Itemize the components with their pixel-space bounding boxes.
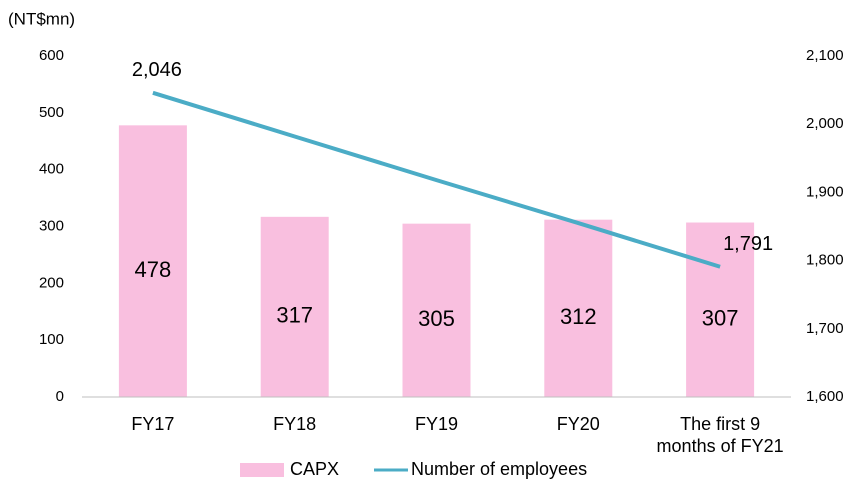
y-tick-label: 300 [39, 217, 64, 234]
x-tick-label: The first 9 months of FY21 [656, 414, 784, 456]
x-tick-label: FY17 [131, 414, 175, 434]
line-value-label: 2,046 [132, 59, 182, 81]
bar-value-label: 478 [135, 257, 172, 282]
x-tick-label: FY19 [414, 414, 459, 434]
legend-label: Number of employees [411, 459, 587, 479]
bar [118, 125, 187, 397]
y2-tick-label: 1,700 [806, 320, 844, 337]
y2-tick-label: 1,600 [806, 388, 844, 405]
bar [402, 223, 471, 397]
x-tick-label: FY20 [556, 414, 600, 434]
bar-value-label: 307 [702, 306, 739, 331]
legend-label: CAPX [290, 459, 339, 479]
y-axis-label: (NT$mn) [8, 9, 75, 28]
y2-tick-label: 1,900 [806, 183, 844, 200]
legend-swatch [240, 463, 284, 477]
bar-value-label: 305 [418, 306, 455, 331]
y-tick-label: 600 [39, 47, 64, 64]
bar [544, 219, 613, 397]
bar-value-label: 312 [560, 304, 597, 329]
y2-tick-label: 2,100 [806, 47, 844, 64]
line [152, 90, 721, 269]
bar [260, 216, 329, 397]
y-tick-label: 0 [56, 388, 64, 405]
bar-value-label: 317 [276, 303, 313, 328]
bar [686, 222, 755, 397]
y-tick-label: 400 [39, 161, 64, 178]
y-tick-label: 100 [39, 331, 64, 348]
line-value-label: 1,791 [723, 233, 773, 255]
x-tick-label: FY18 [273, 414, 317, 434]
y-tick-label: 200 [39, 274, 64, 291]
y2-tick-label: 2,000 [806, 115, 844, 132]
y-tick-label: 500 [39, 104, 64, 121]
y2-tick-label: 1,800 [806, 252, 844, 269]
